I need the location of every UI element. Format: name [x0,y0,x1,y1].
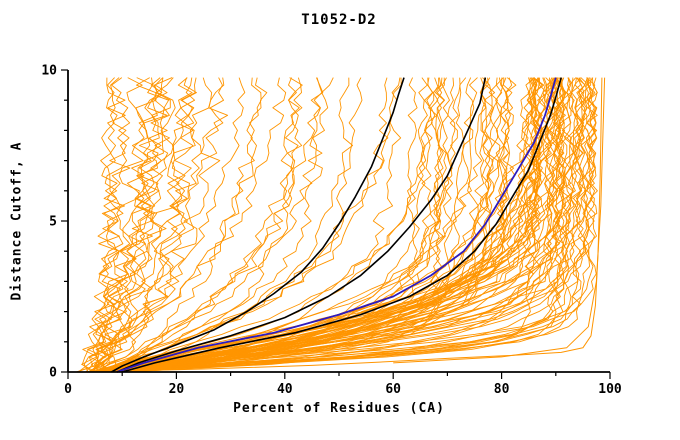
tick-labels: 0 20 40 60 80 100 0 5 10 [41,64,622,398]
model-curve [102,77,334,373]
model-curve [94,77,176,373]
model-curve [90,77,131,373]
model-curve [91,77,433,373]
highlight-curves [111,77,562,373]
model-curve [93,77,546,373]
ensemble-curves [75,77,606,373]
model-curve [98,77,303,373]
x-tick-label: 60 [385,382,401,397]
outlier-right-edge [393,77,606,364]
model-curve [94,77,287,373]
model-curve [132,77,598,373]
model-curve [87,77,120,373]
model-curve [78,77,229,373]
model-curve [99,77,158,373]
model-curve [124,77,562,373]
model-curve [119,77,428,373]
y-tick-label: 10 [41,64,57,79]
model-curve [90,77,574,373]
model-curve [109,77,598,373]
model-curve [105,77,584,373]
model-curve [89,77,197,373]
y-tick-label: 0 [49,366,57,381]
model-curve [88,77,262,373]
x-tick-label: 40 [277,382,293,397]
model-curve [107,77,389,373]
chart-title: T1052-D2 [301,12,377,28]
model-curve [108,77,562,373]
highlight-black-2 [116,77,487,373]
model-curve [109,77,557,373]
x-tick-label: 20 [169,382,185,397]
model-curve [108,77,587,373]
ticks [61,69,611,379]
highlight-black-1 [111,77,405,373]
x-tick-label: 100 [598,382,622,397]
model-curve [96,77,197,373]
model-curve [129,77,494,373]
y-tick-label: 5 [49,215,57,230]
x-tick-label: 0 [64,382,72,397]
model-curve [128,77,582,373]
model-curve [90,77,591,373]
model-curve [105,77,536,373]
model-curve [105,77,559,373]
model-curve [88,77,510,373]
model-curve [117,77,268,373]
model-curve [95,77,354,373]
model-curve [89,77,491,373]
highlight-black-3 [121,77,562,373]
model-curve [109,77,461,373]
model-curve [123,77,453,373]
model-curve [111,77,467,373]
model-curve [101,77,442,373]
model-curve [104,77,324,373]
model-curve [77,77,170,373]
model-curve [103,77,543,373]
model-curve [104,77,531,373]
highlight-blue [116,77,557,373]
model-curve [98,77,504,373]
model-curve [112,77,303,373]
x-axis-label: Percent of Residues (CA) [233,401,445,416]
model-curve [75,77,225,373]
model-curve [104,77,323,373]
model-curve [87,77,163,373]
model-curve [130,77,565,373]
x-tick-label: 80 [494,382,510,397]
model-curve [85,77,196,373]
